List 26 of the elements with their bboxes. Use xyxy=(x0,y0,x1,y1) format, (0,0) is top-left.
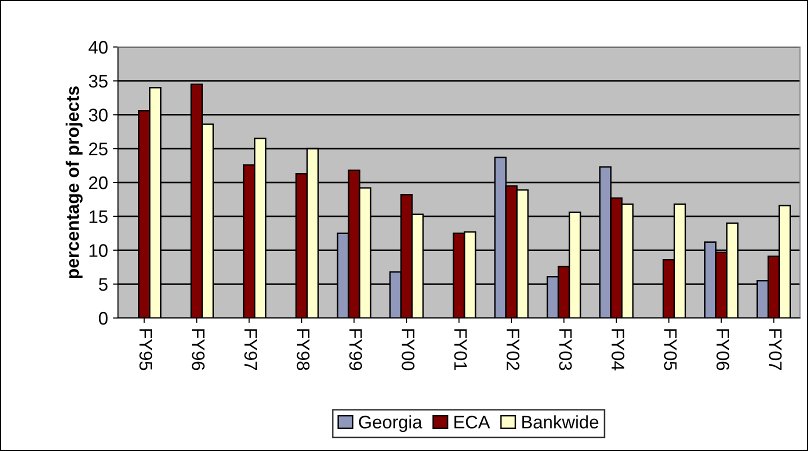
legend-label: Georgia xyxy=(358,415,422,432)
x-tick-label: FY07 xyxy=(768,329,782,370)
y-tick-label: 25 xyxy=(89,142,108,156)
y-tick-label: 40 xyxy=(88,40,108,54)
y-tick-label: 35 xyxy=(88,74,108,88)
x-tick-label: FY03 xyxy=(559,329,572,370)
x-tick-label: FY96 xyxy=(192,329,205,370)
legend-label: Bankwide xyxy=(522,415,598,428)
x-tick-label: FY06 xyxy=(716,329,730,370)
x-tick-label: FY05 xyxy=(664,329,677,370)
x-tick-label: FY98 xyxy=(296,329,310,370)
y-tick-label: 0 xyxy=(98,312,108,325)
y-tick-label: 10 xyxy=(90,244,108,257)
y-tick-label: 5 xyxy=(98,278,108,291)
x-tick-label: FY95 xyxy=(139,329,152,370)
y-axis-title: percentage of projects xyxy=(66,86,83,278)
x-tick-label: FY01 xyxy=(454,329,467,370)
y-tick-label: 15 xyxy=(90,210,108,224)
x-tick-label: FY99 xyxy=(349,329,362,370)
y-tick-label: 30 xyxy=(88,108,108,122)
y-tick-label: 20 xyxy=(89,176,108,190)
x-tick-label: FY04 xyxy=(612,329,624,370)
x-tick-label: FY02 xyxy=(506,329,520,370)
x-tick-label: FY00 xyxy=(402,329,414,370)
legend-label: ECA xyxy=(454,416,490,428)
x-tick-label: FY97 xyxy=(244,329,258,370)
